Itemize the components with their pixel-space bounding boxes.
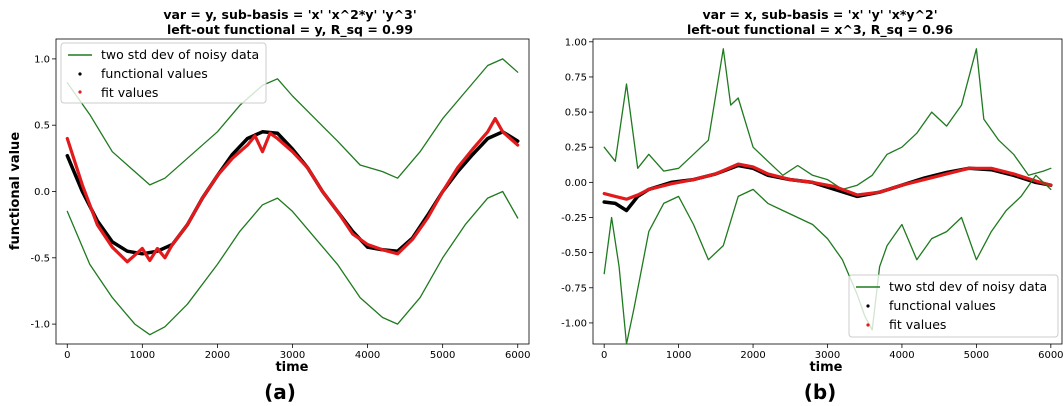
chart-b-xtick-label: 4000 xyxy=(889,350,914,361)
chart-b-legend-fit-swatch xyxy=(866,323,870,327)
chart-a-ytick-label: 0.0 xyxy=(34,187,50,198)
chart-a-xtick-label: 1000 xyxy=(130,350,155,361)
chart-a-xtick-label: 5000 xyxy=(430,350,455,361)
chart-b-legend-fit-label: fit values xyxy=(889,317,946,332)
chart-a-xlabel: time xyxy=(275,360,308,375)
chart-b-ytick-label: 0.25 xyxy=(565,143,587,154)
chart-b-ytick-label: 0.75 xyxy=(565,72,587,83)
chart-a-series xyxy=(65,58,520,336)
chart-a-title: var = y, sub-basis = 'x' 'x^2*y' 'y^3' xyxy=(163,7,416,22)
chart-a-xtick-label: 2000 xyxy=(205,350,230,361)
chart-b-xtick-label: 6000 xyxy=(1038,350,1063,361)
chart-b-xtick-label: 1000 xyxy=(666,350,691,361)
chart-b-ytick-label: -0.50 xyxy=(561,248,587,259)
chart-a-ytick-label: -1.0 xyxy=(30,320,50,331)
chart-a-ytick-label: 1.0 xyxy=(34,54,50,65)
chart-a-ytick-label: 0.5 xyxy=(34,121,50,132)
chart-b-xtick-label: 0 xyxy=(601,350,607,361)
chart-b-band-upper-line xyxy=(603,48,1052,191)
chart-a-panel-label: (a) xyxy=(264,380,296,404)
chart-a-fit-values-line xyxy=(65,116,520,264)
chart-a-ytick-label: -0.5 xyxy=(30,253,50,264)
chart-b-xlabel: time xyxy=(809,360,842,375)
chart-a-legend-box xyxy=(60,42,267,104)
chart-b-fit-values-line xyxy=(602,162,1053,201)
chart-b-legend: two std dev of noisy data functional val… xyxy=(848,274,1059,338)
chart-b-legend-box xyxy=(848,274,1059,338)
chart-a-legend-functional-label: functional values xyxy=(101,66,208,81)
chart-a-subtitle: left-out functional = y, R_sq = 0.99 xyxy=(167,22,413,38)
chart-b-xtick-label: 5000 xyxy=(964,350,989,361)
chart-a-legend-band-label: two std dev of noisy data xyxy=(101,47,259,62)
chart-b-ytick-label: 1.00 xyxy=(565,37,587,48)
chart-b-band-lower-line xyxy=(603,174,1052,345)
chart-b-panel-label: (b) xyxy=(804,380,837,404)
chart-b-xtick-label: 3000 xyxy=(815,350,840,361)
chart-b-ticks: 0 1000 2000 3000 4000 5000 6000 -1.00 -0.75 -0.50… xyxy=(561,37,1063,361)
chart-b-title: var = x, sub-basis = 'x' 'y' 'x*y^2' xyxy=(702,7,937,22)
chart-a-ticks: 0 1000 2000 3000 4000 5000 6000 -1.0 -0.5 0.0 0.5 1… xyxy=(30,54,530,361)
chart-a-xtick-label: 0 xyxy=(64,350,70,361)
chart-a-legend-fit-label: fit values xyxy=(101,85,158,100)
chart-a: var = y, sub-basis = 'x' 'x^2*y' 'y^3' l… xyxy=(8,7,530,404)
chart-b-legend-functional-label: functional values xyxy=(889,298,996,313)
chart-a-legend-fit-swatch xyxy=(78,90,82,94)
chart-b: var = x, sub-basis = 'x' 'y' 'x*y^2' lef… xyxy=(561,7,1063,404)
chart-a-ylabel: functional value xyxy=(8,132,23,250)
chart-b-ytick-label: -1.00 xyxy=(561,318,587,329)
chart-a-xtick-label: 3000 xyxy=(280,350,305,361)
chart-b-ytick-label: -0.75 xyxy=(561,283,587,294)
chart-b-series xyxy=(602,48,1053,345)
chart-a-xtick-label: 4000 xyxy=(355,350,380,361)
chart-a-xtick-label: 6000 xyxy=(505,350,530,361)
chart-b-ytick-label: 0.00 xyxy=(565,178,587,189)
chart-a-band-lower-line xyxy=(66,190,519,336)
chart-a-legend: two std dev of noisy data functional val… xyxy=(60,42,267,104)
chart-b-legend-functional-swatch xyxy=(866,304,870,308)
chart-b-xtick-label: 2000 xyxy=(740,350,765,361)
chart-b-subtitle: left-out functional = x^3, R_sq = 0.96 xyxy=(687,22,953,38)
chart-b-ytick-label: 0.50 xyxy=(565,108,587,119)
chart-a-band-upper-line xyxy=(66,58,519,186)
chart-b-legend-band-label: two std dev of noisy data xyxy=(889,279,1047,294)
chart-b-ytick-label: -0.25 xyxy=(561,213,587,224)
chart-a-legend-functional-swatch xyxy=(78,72,82,76)
